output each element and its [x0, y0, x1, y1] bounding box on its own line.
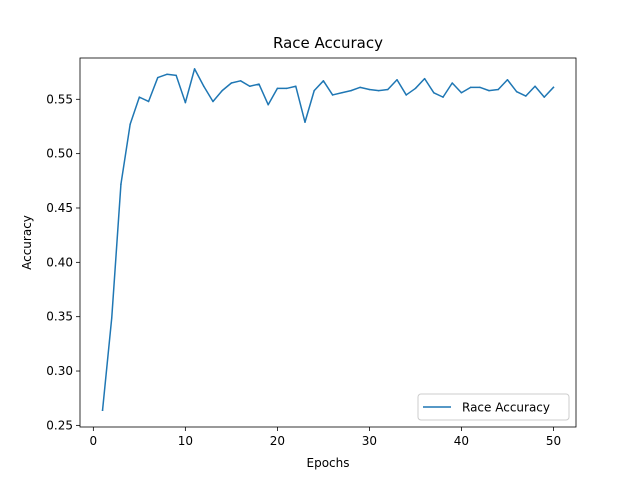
- data-point: [396, 78, 398, 81]
- data-point: [414, 87, 417, 90]
- data-point: [110, 317, 113, 319]
- data-point: [368, 88, 371, 91]
- y-tick-label: 0.35: [46, 310, 73, 324]
- y-tick-label: 0.40: [46, 255, 73, 269]
- data-point: [377, 89, 380, 92]
- data-point: [101, 409, 104, 411]
- data-point: [423, 77, 426, 80]
- x-tick-label: 0: [90, 434, 98, 448]
- y-tick-label: 0.25: [46, 418, 73, 432]
- data-point: [506, 78, 509, 81]
- data-point: [157, 76, 159, 79]
- data-point: [442, 96, 444, 98]
- data-point: [451, 82, 453, 84]
- x-tick-label: 50: [546, 434, 561, 448]
- y-tick-label: 0.55: [46, 92, 73, 106]
- data-point: [322, 80, 325, 82]
- data-point: [387, 88, 389, 91]
- data-point: [469, 86, 472, 89]
- data-point: [203, 85, 205, 88]
- data-point: [359, 86, 361, 89]
- data-point: [193, 68, 196, 70]
- data-point: [147, 100, 150, 103]
- y-tick-label: 0.50: [46, 147, 73, 161]
- data-point: [304, 121, 306, 123]
- legend-label: Race Accuracy: [462, 401, 550, 415]
- data-point: [138, 96, 141, 98]
- x-tick-label: 20: [270, 434, 285, 448]
- data-point: [515, 90, 518, 93]
- data-point: [313, 89, 315, 92]
- data-point: [230, 82, 233, 84]
- chart-title: Race Accuracy: [273, 34, 383, 52]
- data-point: [341, 92, 343, 94]
- data-point: [184, 101, 187, 104]
- data-point: [460, 92, 463, 94]
- y-tick-label: 0.30: [46, 364, 73, 378]
- data-point: [166, 73, 168, 76]
- data-point: [552, 86, 555, 89]
- legend-box: [417, 393, 570, 421]
- data-point: [129, 123, 131, 126]
- data-point: [433, 92, 435, 94]
- data-point: [350, 89, 352, 92]
- data-point: [267, 103, 269, 106]
- data-point: [331, 94, 334, 96]
- plot-area: 0 10 20 30 40 50 0.25 0.30 0.35 0.40 0.45 0.50 0.55: [46, 68, 561, 448]
- data-point: [534, 85, 536, 88]
- x-axis-label: Epochs: [307, 456, 350, 470]
- data-point: [479, 86, 481, 89]
- data-point: [212, 100, 214, 103]
- data-point: [497, 88, 499, 91]
- x-tick-label: 40: [454, 434, 469, 448]
- data-point: [249, 85, 251, 88]
- axes-frame: [79, 57, 577, 428]
- data-point: [276, 87, 279, 90]
- legend: Race Accuracy: [417, 393, 570, 421]
- x-tick-label: 10: [178, 434, 193, 448]
- y-tick-label: 0.45: [46, 201, 73, 215]
- data-point: [488, 89, 490, 92]
- data-point: [285, 87, 288, 90]
- data-point: [175, 74, 177, 77]
- data-point: [543, 96, 546, 98]
- data-point: [258, 83, 260, 85]
- data-point: [120, 183, 122, 185]
- data-point: [221, 89, 223, 92]
- series-line-race-accuracy: [101, 68, 555, 411]
- data-point: [525, 95, 527, 97]
- x-tick-label: 30: [362, 434, 377, 448]
- data-point: [295, 85, 297, 88]
- y-axis-label: Accuracy: [20, 215, 34, 270]
- data-point: [405, 94, 407, 96]
- data-point: [239, 80, 242, 82]
